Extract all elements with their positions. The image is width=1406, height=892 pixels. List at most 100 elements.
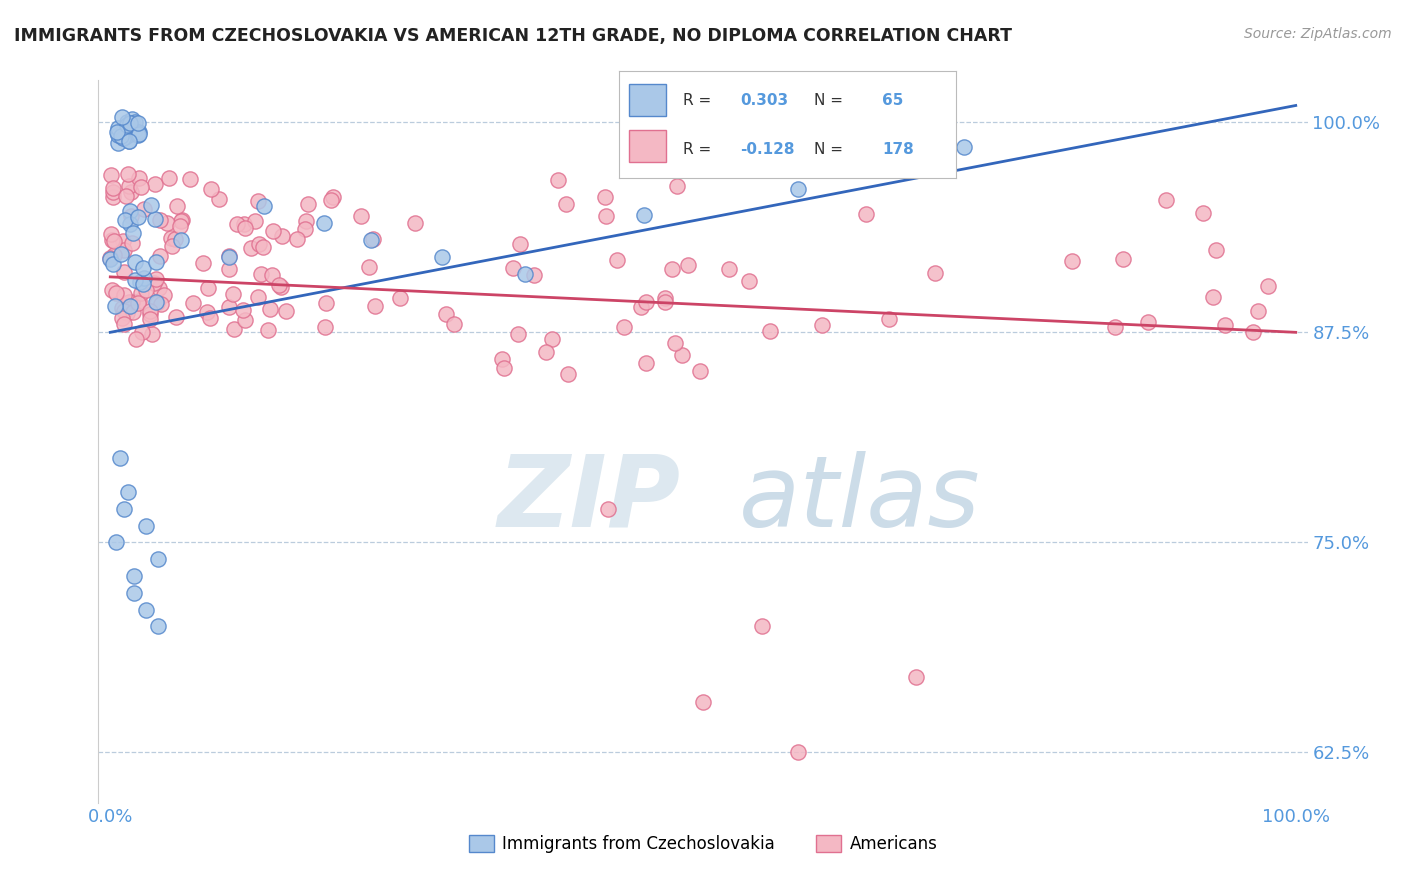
Point (1192, 206, 1215, 220)
Point (160, 231, 183, 245)
Point (111, 110, 134, 124)
Point (1137, 315, 1160, 329)
Point (135, 283, 157, 297)
Point (107, 128, 129, 142)
Point (246, 194, 269, 209)
Point (1247, 304, 1270, 318)
Point (952, 140, 974, 154)
Point (139, 307, 162, 321)
Point (557, 367, 579, 381)
Text: 0.303: 0.303 (740, 93, 789, 108)
Point (218, 261, 240, 276)
Point (118, 135, 141, 149)
Point (257, 322, 280, 336)
Point (315, 295, 337, 310)
Point (508, 327, 530, 342)
Point (105, 125, 128, 139)
Point (253, 199, 276, 213)
Point (270, 280, 292, 294)
Point (786, 182, 808, 196)
Point (630, 300, 652, 314)
Point (718, 262, 741, 277)
Text: 178: 178 (882, 142, 914, 157)
Point (758, 325, 780, 339)
Point (129, 180, 152, 194)
Point (692, 695, 714, 709)
Point (131, 325, 153, 339)
Point (127, 128, 149, 142)
Point (492, 361, 515, 376)
Point (149, 249, 172, 263)
Point (319, 194, 342, 208)
Point (360, 233, 382, 247)
Point (139, 303, 162, 318)
Point (233, 221, 256, 235)
Point (1060, 254, 1083, 268)
Point (128, 125, 150, 139)
Point (117, 167, 139, 181)
Point (117, 124, 139, 138)
Point (509, 237, 531, 252)
Point (122, 586, 145, 600)
Point (364, 299, 387, 313)
Point (117, 485, 139, 500)
Point (125, 332, 148, 346)
Point (235, 313, 257, 327)
Point (654, 294, 676, 309)
Point (143, 177, 166, 191)
Point (118, 217, 141, 231)
Point (654, 291, 676, 305)
Point (127, 125, 149, 139)
Text: Source: ZipAtlas.com: Source: ZipAtlas.com (1244, 27, 1392, 41)
Point (388, 291, 411, 305)
Point (115, 115, 138, 129)
Point (127, 210, 149, 224)
Point (120, 209, 142, 223)
Point (122, 118, 145, 132)
Point (166, 310, 188, 324)
Point (547, 173, 569, 187)
Point (434, 307, 457, 321)
Text: R =: R = (683, 93, 716, 108)
Point (350, 209, 373, 223)
Point (128, 170, 150, 185)
Point (245, 213, 267, 227)
Point (595, 209, 617, 223)
Point (112, 243, 135, 257)
Point (141, 326, 163, 341)
FancyBboxPatch shape (628, 84, 666, 116)
Point (121, 226, 143, 240)
Point (664, 336, 686, 351)
Point (502, 261, 524, 276)
Point (262, 224, 284, 238)
Point (114, 212, 136, 227)
Point (432, 250, 454, 264)
Point (128, 127, 150, 141)
Point (145, 271, 167, 285)
Point (541, 331, 564, 345)
Point (166, 199, 188, 213)
Point (404, 215, 426, 229)
Point (197, 281, 219, 295)
Point (98, 251, 121, 265)
Point (218, 301, 240, 315)
Point (112, 303, 135, 318)
Point (112, 234, 135, 248)
Point (143, 276, 166, 290)
Text: -0.128: -0.128 (740, 142, 794, 157)
Point (170, 233, 193, 247)
Point (100, 227, 122, 241)
Point (924, 266, 946, 280)
Point (117, 128, 139, 143)
Point (103, 248, 125, 262)
Point (114, 501, 136, 516)
Text: N =: N = (814, 142, 848, 157)
Point (198, 311, 221, 326)
Point (135, 602, 157, 616)
Point (613, 320, 636, 334)
Point (905, 670, 928, 684)
Point (274, 304, 297, 318)
Point (218, 250, 240, 264)
Point (120, 299, 142, 313)
Point (1241, 326, 1264, 340)
